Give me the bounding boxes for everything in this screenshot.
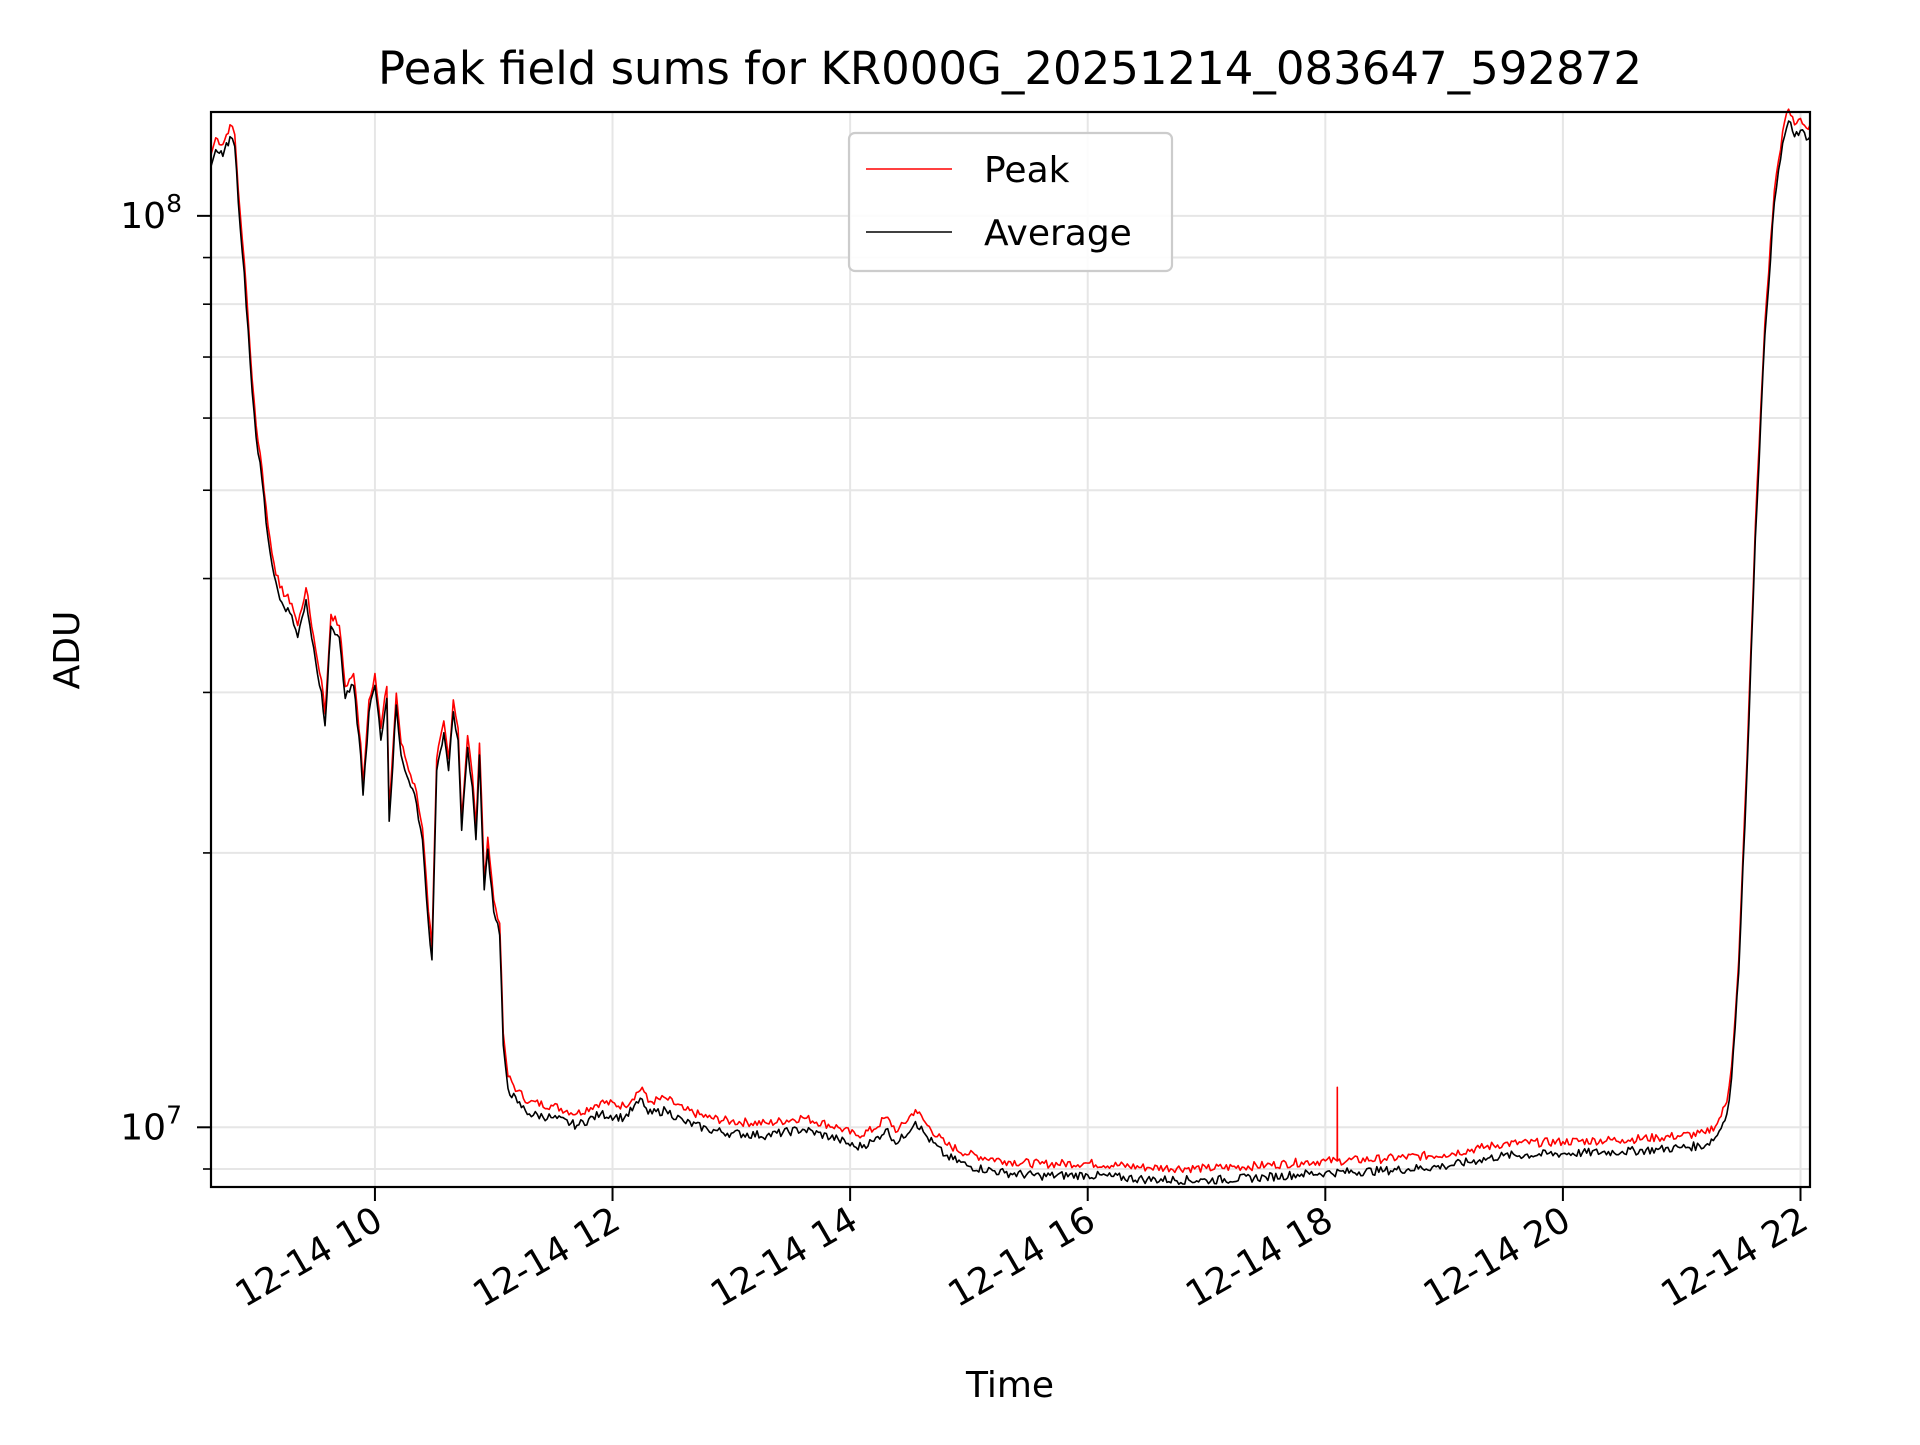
legend: Peak Average [847,131,1174,273]
y-axis-label: ADU [47,611,88,690]
legend-box [847,131,1174,273]
y-tick-label: 108 [120,189,182,237]
y-tick-label: 107 [120,1100,182,1148]
series-line-peak [210,108,1811,1174]
y-axis-ticks: 107 108 [120,189,211,1170]
chart-title: Peak field sums for KR000G_20251214_0836… [378,42,1642,95]
plot-frame [209,110,1812,1189]
series-line-average [210,120,1811,1185]
legend-label-peak: Peak [984,150,1070,191]
legend-label-average: Average [984,213,1132,254]
series-layer [210,108,1811,1185]
x-axis-label: Time [965,1365,1054,1406]
